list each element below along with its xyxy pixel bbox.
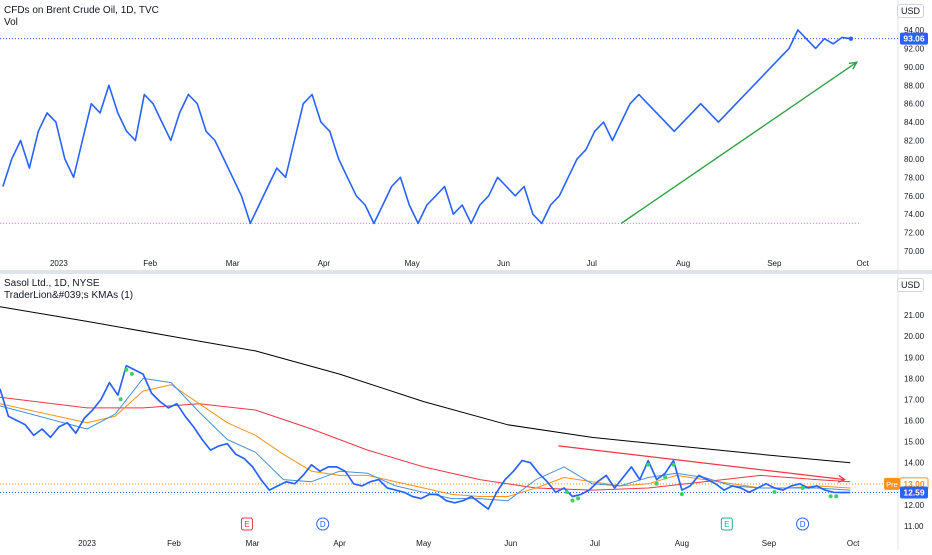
dividend-event-icon (316, 517, 330, 531)
event-label: D (320, 520, 326, 529)
highlight-marker (564, 490, 569, 495)
brent-currency-button[interactable]: USD (896, 4, 924, 18)
sasol-currency-button[interactable]: USD (896, 278, 924, 292)
series-50-day (0, 396, 851, 491)
x-tick-label: Apr (333, 539, 346, 548)
x-tick-label: 2023 (78, 539, 96, 548)
y-tick-label: 72.00 (904, 229, 925, 238)
pane-divider[interactable] (0, 270, 932, 274)
sasol-title: Sasol Ltd., 1D, NYSE (4, 278, 100, 289)
sasol-chart-svg[interactable]: 11.00 12.00 13.00 14.00 15.00 16.00 17.00 18.00… (0, 274, 932, 550)
y-tick-label: 14.00 (904, 459, 925, 468)
x-tick-label: Sep (762, 539, 777, 548)
highlight-marker (570, 498, 575, 503)
last-price-tag (900, 486, 928, 499)
brent-chart-svg[interactable]: 70.00 72.00 74.00 76.00 78.00 80.00 82.00 84.00… (0, 0, 932, 270)
highlight-marker (663, 475, 668, 480)
pre-tag-label: Pre (886, 480, 898, 489)
highlight-marker (576, 496, 581, 501)
y-tick-label: 80.00 (904, 155, 925, 164)
x-tick-label: Jun (497, 259, 510, 268)
pre-tag (884, 477, 900, 490)
brent-title: CFDs on Brent Crude Oil, 1D, TVC (4, 5, 159, 16)
last-price-tag (900, 32, 928, 45)
y-tick-label: 82.00 (904, 137, 925, 146)
sasol-indicator-name: TraderLion&#039;s KMAs (1) (4, 290, 134, 301)
y-tick-label: 76.00 (904, 192, 925, 201)
highlight-marker (124, 367, 129, 372)
series-200-day (0, 306, 851, 464)
event-label: E (724, 520, 729, 529)
sasol-legend: Sasol Ltd., 1D, NYSE TraderLion&#039;s K… (4, 278, 133, 302)
y-tick-label: 20.00 (904, 332, 925, 341)
earnings-event-icon (240, 517, 253, 531)
y-tick-label: 16.00 (904, 417, 925, 426)
y-tick-label: 12.00 (904, 501, 925, 510)
trend-arrow-head (848, 61, 859, 70)
pre-price-label: 13.00 (903, 479, 925, 489)
x-tick-label: Aug (676, 259, 690, 268)
x-tick-label: 2023 (50, 259, 68, 268)
brent-chart-pane[interactable]: CFDs on Brent Crude Oil, 1D, TVC Vol USD… (0, 0, 932, 270)
dividend-event-icon (796, 517, 810, 531)
highlight-marker (828, 494, 833, 499)
last-price-label: 12.59 (903, 487, 925, 497)
x-tick-label: Mar (246, 539, 260, 548)
y-tick-label: 11.00 (904, 522, 924, 531)
earnings-event-icon (720, 517, 733, 531)
y-tick-label: 21.00 (904, 311, 925, 320)
highlight-marker (654, 481, 659, 486)
y-tick-label: 74.00 (904, 210, 925, 219)
y-tick-label: 92.00 (904, 44, 925, 53)
highlight-marker (671, 462, 676, 467)
x-tick-label: Sep (767, 259, 782, 268)
x-tick-label: Feb (167, 539, 181, 548)
x-tick-label: Aug (675, 539, 689, 548)
x-tick-label: May (405, 259, 420, 268)
y-tick-label: 94.00 (904, 26, 925, 35)
x-tick-label: Oct (847, 539, 860, 548)
highlight-marker (129, 371, 134, 376)
highlight-marker (800, 485, 805, 490)
highlight-marker (834, 494, 839, 499)
y-tick-label: 18.00 (904, 374, 925, 383)
highlight-marker (118, 397, 123, 402)
highlight-marker (772, 490, 777, 495)
x-tick-label: Feb (143, 259, 157, 268)
brent-last-point (848, 36, 854, 41)
x-tick-label: Jun (504, 539, 517, 548)
brent-subtitle: Vol (4, 17, 18, 28)
brent-legend: CFDs on Brent Crude Oil, 1D, TVC Vol (4, 5, 159, 29)
y-tick-label: 17.00 (904, 395, 925, 404)
brent-price-line (2, 29, 852, 225)
x-tick-label: Jul (590, 539, 600, 548)
event-label: D (800, 520, 806, 529)
y-tick-label: 15.00 (904, 438, 925, 447)
x-tick-label: Jul (587, 259, 597, 268)
resistance-trendline-arrowhead (837, 475, 847, 483)
y-tick-label: 88.00 (904, 81, 925, 90)
y-tick-label: 19.00 (904, 353, 925, 362)
last-price-label: 93.06 (903, 34, 925, 44)
y-tick-label: 78.00 (904, 173, 925, 182)
highlight-marker (679, 492, 684, 497)
event-label: E (244, 520, 249, 529)
series-price (0, 364, 851, 510)
series-10-day (0, 377, 851, 502)
y-tick-label: 70.00 (904, 247, 925, 256)
x-tick-label: Oct (856, 259, 869, 268)
trend-arrow-line (620, 61, 858, 224)
x-tick-label: May (416, 539, 431, 548)
y-tick-label: 84.00 (904, 118, 925, 127)
y-tick-label: 90.00 (904, 63, 925, 72)
x-tick-label: Apr (318, 259, 331, 268)
highlight-marker (646, 462, 651, 467)
series-21-day (0, 384, 851, 497)
sasol-chart-pane[interactable]: Sasol Ltd., 1D, NYSE TraderLion&#039;s K… (0, 274, 932, 550)
y-tick-label: 86.00 (904, 100, 925, 109)
x-tick-label: Mar (226, 259, 240, 268)
resistance-trendline (558, 445, 845, 481)
